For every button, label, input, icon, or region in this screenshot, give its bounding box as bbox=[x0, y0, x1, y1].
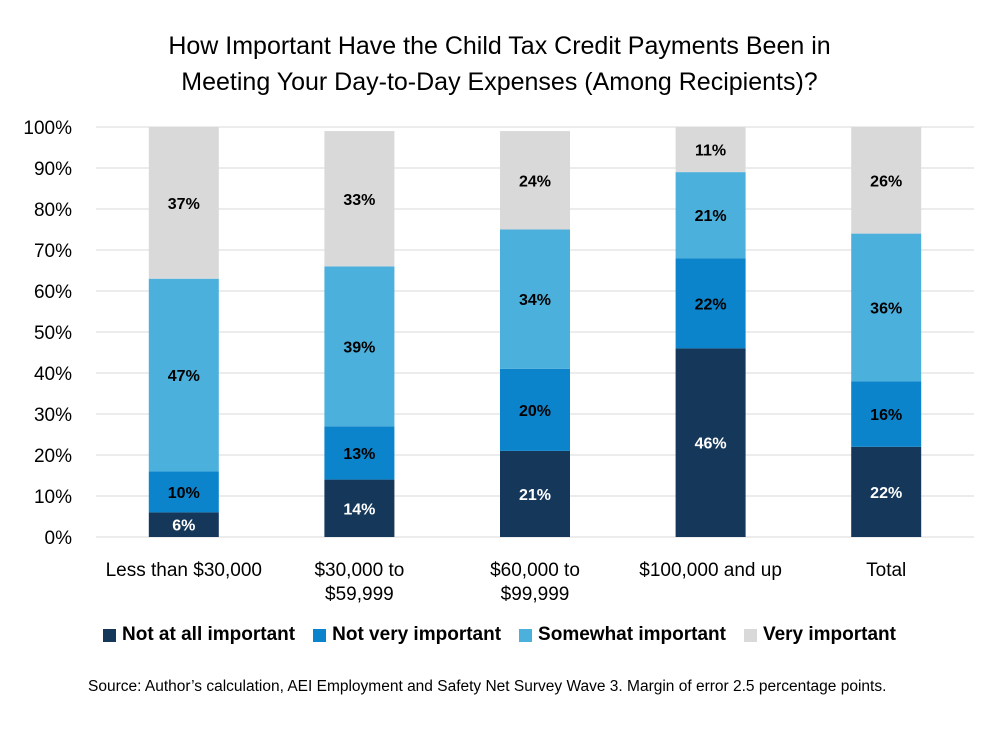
legend-item: Not very important bbox=[313, 624, 501, 646]
chart-title-line-2: Meeting Your Day-to-Day Expenses (Among … bbox=[181, 68, 818, 96]
bar-data-label: 34% bbox=[519, 292, 551, 309]
bar-data-label: 46% bbox=[695, 436, 727, 453]
legend-item: Very important bbox=[743, 624, 896, 646]
legend-swatch bbox=[743, 628, 757, 642]
bar-segment bbox=[148, 127, 219, 279]
bar-data-label: 26% bbox=[870, 173, 902, 190]
bar-data-label: 21% bbox=[519, 487, 551, 504]
legend-swatch bbox=[313, 628, 327, 642]
legend-label: Not at all important bbox=[122, 624, 296, 645]
bar-segment bbox=[851, 381, 922, 447]
bar-segment bbox=[675, 348, 746, 537]
y-tick-label: 20% bbox=[34, 446, 72, 467]
bar-data-label: 36% bbox=[870, 300, 902, 317]
y-tick-label: 60% bbox=[34, 282, 72, 303]
bar-data-label: 21% bbox=[695, 208, 727, 225]
bar-data-label: 37% bbox=[168, 196, 200, 213]
bar-segment bbox=[148, 278, 219, 472]
legend-item: Somewhat important bbox=[519, 624, 726, 646]
bar-data-label: 10% bbox=[168, 485, 200, 502]
bar-segment bbox=[851, 233, 922, 382]
legend-label: Somewhat important bbox=[538, 624, 726, 645]
y-tick-label: 0% bbox=[45, 528, 73, 549]
y-tick-label: 40% bbox=[34, 364, 72, 385]
y-tick-label: 100% bbox=[23, 118, 72, 139]
legend-swatch bbox=[519, 628, 533, 642]
bar-segment bbox=[851, 446, 922, 537]
bar-segment bbox=[500, 368, 570, 451]
bar-segment bbox=[148, 512, 219, 537]
bar-segment bbox=[675, 258, 746, 349]
bar-data-label: 39% bbox=[343, 339, 375, 356]
bar-segment bbox=[324, 426, 395, 480]
y-tick-label: 70% bbox=[34, 241, 72, 262]
bar-segment bbox=[851, 127, 922, 234]
x-tick-label: Total bbox=[866, 560, 906, 581]
bar-data-label: 13% bbox=[343, 446, 375, 463]
bar-segment bbox=[324, 479, 395, 537]
bar-segment bbox=[148, 471, 219, 513]
bar-segment bbox=[500, 229, 570, 369]
bar-data-label: 22% bbox=[695, 296, 727, 313]
x-tick-label: $60,000 to $99,999 bbox=[490, 560, 580, 605]
bar-segment bbox=[675, 172, 746, 259]
y-tick-label: 80% bbox=[34, 200, 72, 221]
bar-segment bbox=[324, 266, 395, 427]
bar-data-label: 11% bbox=[695, 143, 726, 160]
bar-labels: 6% 10% 47% 37% 14% 13% 39% 33% 21% 20% 34% 24% 46% 22… bbox=[168, 143, 902, 535]
chart-title-line-1: How Important Have the Child Tax Credit … bbox=[168, 32, 831, 60]
legend-item: Not at all important bbox=[103, 624, 295, 646]
y-tick-label: 10% bbox=[34, 487, 72, 508]
x-tick-label: Less than $30,000 bbox=[106, 560, 262, 581]
source-note: Source: Author’s calculation, AEI Employ… bbox=[88, 678, 887, 695]
bar-data-label: 33% bbox=[343, 192, 375, 209]
y-axis: 0% 10% 20% 30% 40% 50% 60% 70% 80% 90% 100% bbox=[23, 118, 72, 549]
bar-data-label: 22% bbox=[870, 485, 902, 502]
legend-swatch bbox=[103, 628, 116, 642]
bar-segment bbox=[675, 127, 746, 173]
y-tick-label: 30% bbox=[34, 405, 72, 426]
bar-data-label: 16% bbox=[870, 407, 902, 424]
stacked-bar-chart: 6% 10% 47% 37% 14% 13% 39% 33% 21% 20% 34% 24% 46% 22… bbox=[23, 118, 974, 605]
bar-data-label: 20% bbox=[519, 403, 551, 420]
bar-data-label: 6% bbox=[172, 518, 195, 535]
bar-data-label: 24% bbox=[519, 173, 551, 190]
bar-segment bbox=[500, 131, 570, 230]
x-tick-label: $30,000 to $59,999 bbox=[314, 560, 404, 605]
chart-title: How Important Have the Child Tax Credit … bbox=[0, 28, 999, 100]
y-tick-label: 90% bbox=[34, 159, 72, 180]
legend-label: Not very important bbox=[332, 624, 502, 645]
x-axis: Less than $30,000 $30,000 to $59,999 $60,00… bbox=[106, 560, 907, 605]
legend-label: Very important bbox=[762, 624, 896, 645]
legend: Not at all important Not very important So… bbox=[0, 624, 999, 646]
bar-segment bbox=[500, 450, 570, 537]
y-tick-label: 50% bbox=[34, 323, 72, 344]
bar-data-label: 14% bbox=[343, 501, 375, 518]
bar-data-label: 47% bbox=[168, 368, 200, 385]
bar-segment bbox=[324, 131, 395, 267]
x-tick-label: $100,000 and up bbox=[639, 560, 782, 581]
bars bbox=[148, 127, 922, 537]
